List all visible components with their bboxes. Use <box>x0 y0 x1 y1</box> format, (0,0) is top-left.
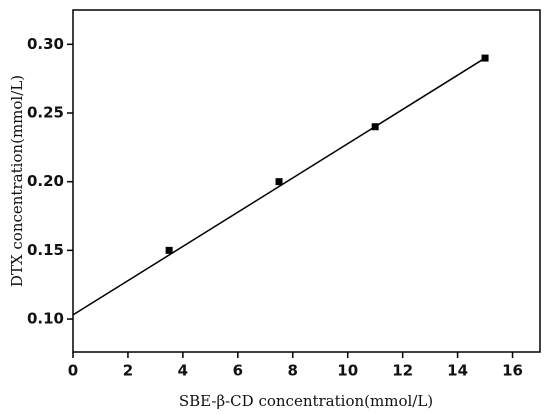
plot-frame <box>72 9 541 353</box>
x-tick-label: 8 <box>288 362 298 380</box>
x-tick-label: 0 <box>68 362 78 380</box>
x-tick-label: 4 <box>178 362 188 380</box>
y-tick-label: 0.15 <box>27 241 64 259</box>
y-tick-label: 0.10 <box>27 310 64 328</box>
x-tick-label: 12 <box>392 362 413 380</box>
data-point <box>275 178 283 186</box>
x-tick-label: 14 <box>447 362 468 380</box>
x-tick-label: 6 <box>233 362 243 380</box>
y-axis-title: DTX concentration(mmol/L) <box>8 75 26 287</box>
y-tick-label: 0.30 <box>27 35 64 53</box>
x-tick-label: 2 <box>123 362 133 380</box>
fit-line <box>72 57 486 316</box>
x-axis-title: SBE-β-CD concentration(mmol/L) <box>179 392 433 410</box>
y-tick-label: 0.25 <box>27 104 64 122</box>
x-tick-label: 10 <box>337 362 358 380</box>
y-tick-label: 0.20 <box>27 172 64 190</box>
x-tick-label: 16 <box>502 362 523 380</box>
data-point <box>165 246 173 254</box>
